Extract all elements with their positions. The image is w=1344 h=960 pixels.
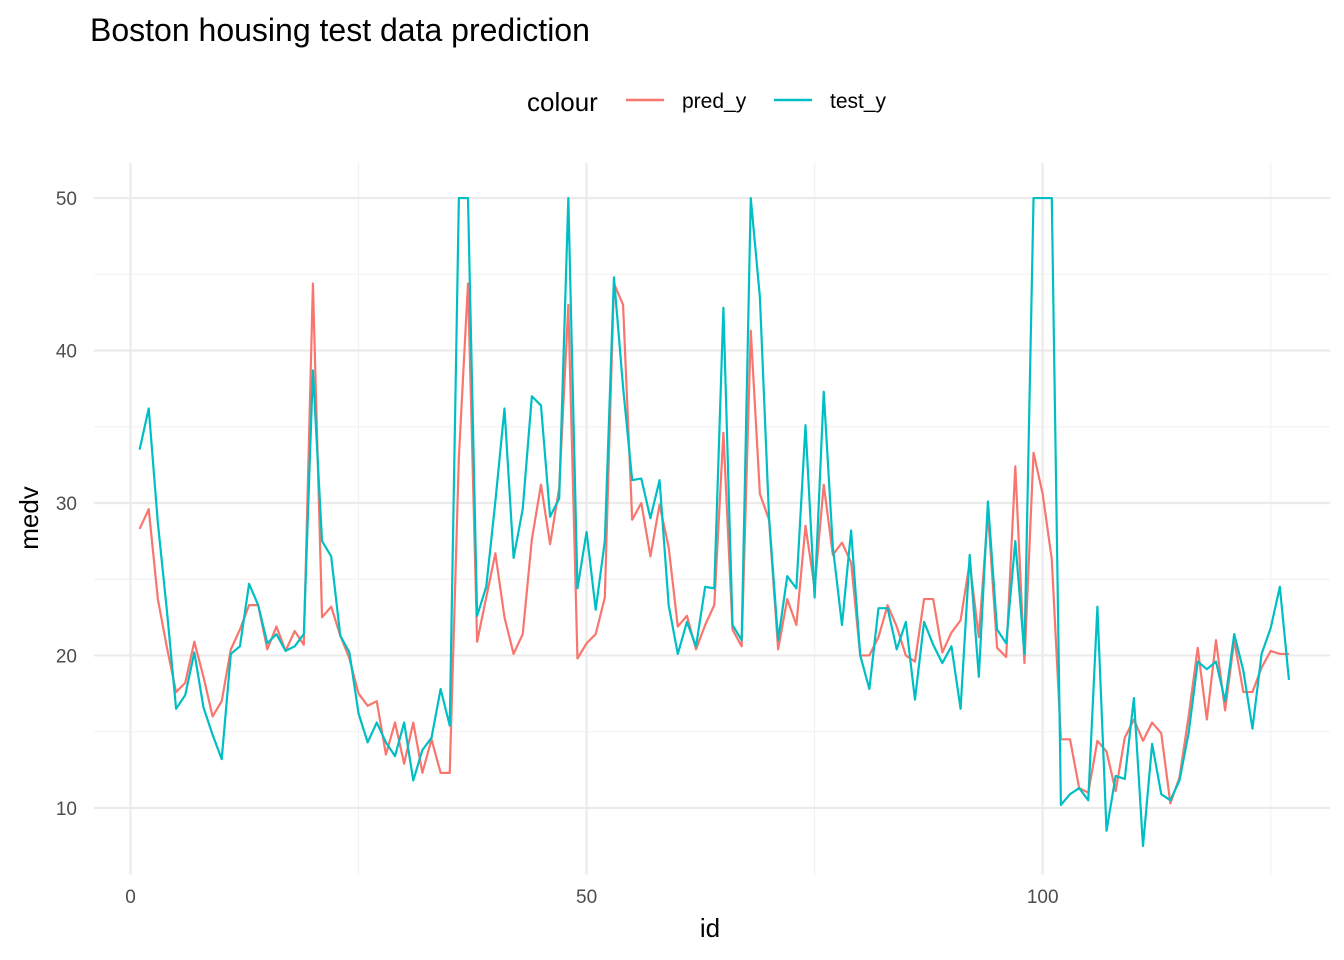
- y-axis-ticks: 10 20 30 40 50: [56, 189, 77, 820]
- series-line-test_y: [138, 196, 1291, 848]
- x-tick-label: 0: [125, 887, 136, 908]
- legend-title: colour: [527, 87, 598, 117]
- x-tick-label: 50: [576, 887, 597, 908]
- chart-title: Boston housing test data prediction: [90, 12, 590, 48]
- y-tick-label: 30: [56, 494, 77, 515]
- y-tick-label: 40: [56, 342, 77, 363]
- legend-label-test_y: test_y: [830, 90, 887, 113]
- legend: colour pred_y test_y: [527, 87, 887, 117]
- y-tick-label: 20: [56, 646, 77, 667]
- x-axis-title: id: [700, 913, 720, 943]
- y-tick-label: 10: [56, 799, 77, 820]
- series-layer: [138, 196, 1291, 848]
- y-tick-label: 50: [56, 189, 77, 210]
- x-tick-label: 100: [1027, 887, 1059, 908]
- series-line-pred_y: [138, 282, 1289, 805]
- legend-label-pred_y: pred_y: [682, 90, 747, 113]
- x-axis-ticks: 0 50 100: [125, 887, 1058, 908]
- y-axis-title: medv: [14, 486, 44, 550]
- minor-grid: [94, 163, 1330, 875]
- major-grid: [94, 163, 1330, 875]
